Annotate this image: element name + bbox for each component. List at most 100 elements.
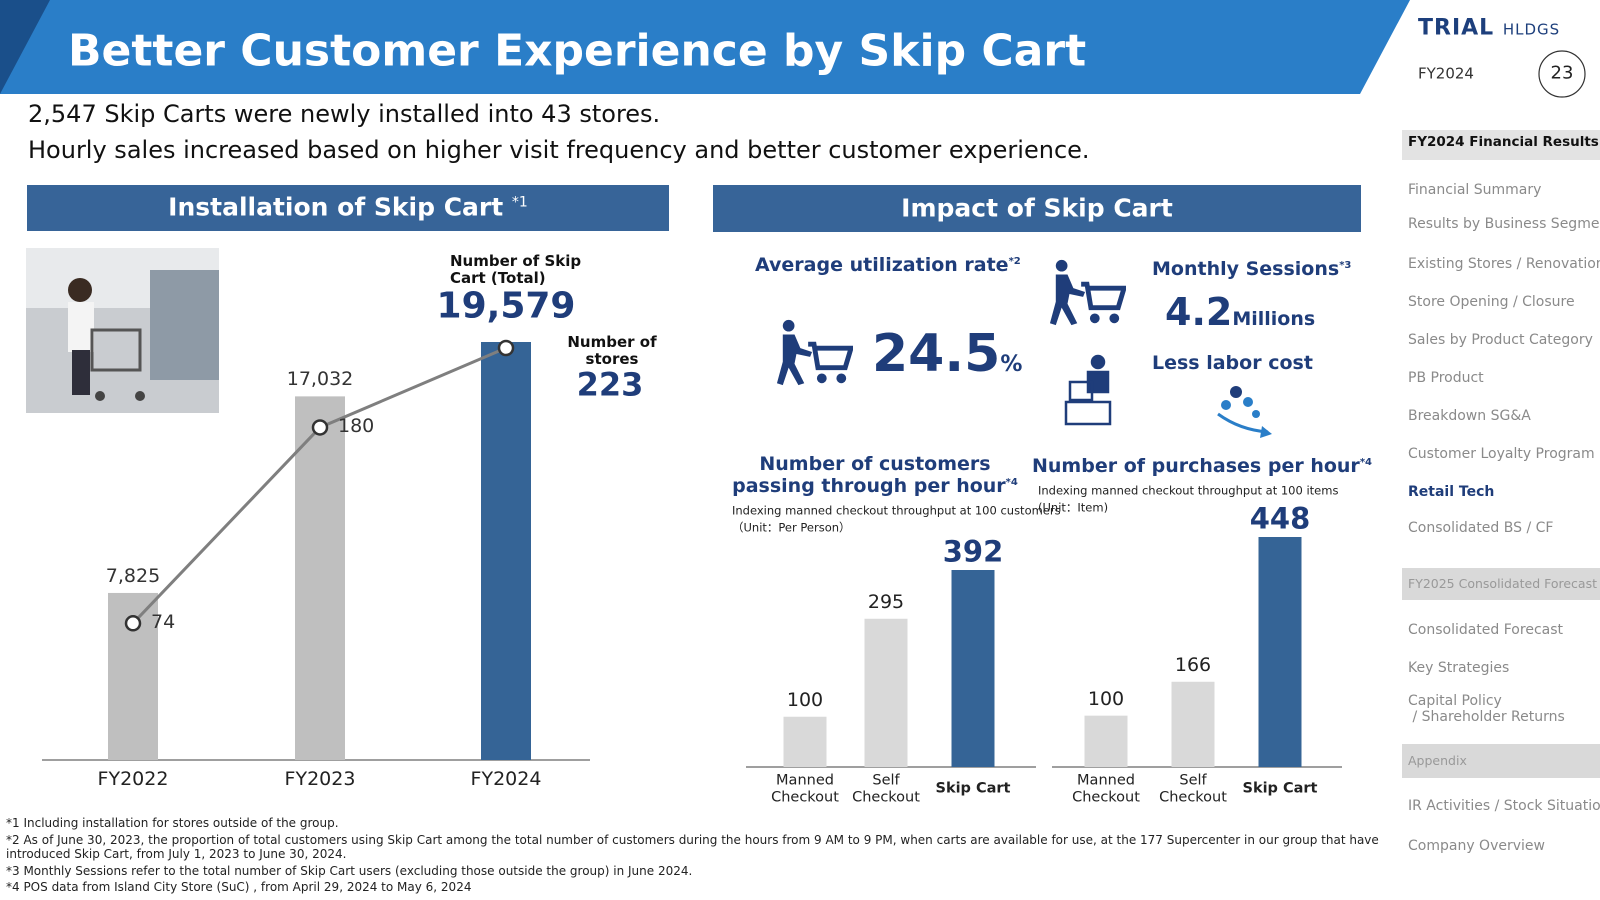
value-label: 19,579 (436, 285, 576, 327)
x-tick-label: Self Checkout (1159, 772, 1227, 805)
kpi-label-text: Average utilization rate (755, 254, 1009, 277)
bar (1258, 537, 1302, 767)
sidebar-item: Existing Stores / Renovation (1408, 255, 1600, 272)
sidebar-box (1402, 130, 1600, 160)
x-tick-label: Skip Cart (935, 780, 1011, 797)
sidebar-section: FY2024 Financial Results (1408, 134, 1599, 151)
point (124, 615, 142, 632)
sidebar-item: Financial Summary (1408, 181, 1542, 198)
value-label: 295 (867, 590, 905, 613)
page-number: 23 (1550, 62, 1574, 84)
bar (783, 716, 827, 767)
sidebar-item: Customer Loyalty Program (1408, 445, 1595, 462)
kpi-unit: Millions (1232, 308, 1316, 331)
kpi-number: 24.5 (872, 324, 1001, 385)
panel-title: Installation of Skip Cart *1 (168, 192, 528, 223)
kpi-label: Monthly Sessions*3 (1152, 258, 1352, 281)
chart-title: Number of purchases per hour*4 (1032, 455, 1372, 478)
chart-unit: (Unit：Item) (1038, 500, 1109, 515)
x-tick-label: FY2024 (470, 768, 542, 791)
x-tick-label: Skip Cart (1242, 780, 1318, 797)
logo: TRIAL HLDGS (1418, 15, 1560, 40)
sidebar-item: Company Overview (1408, 837, 1545, 854)
sidebar-item: Capital Policy / Shareholder Returns (1408, 692, 1565, 725)
x-tick-label: FY2023 (284, 768, 356, 791)
bar (1084, 715, 1128, 767)
sidebar-item: Results by Business Segment (1408, 215, 1600, 232)
slide-title: Better Customer Experience by Skip Cart (68, 25, 1087, 77)
sidebar-item: PB Product (1408, 369, 1484, 386)
panel-title: Impact of Skip Cart (901, 193, 1173, 223)
bar (295, 396, 345, 760)
header-band (0, 0, 1410, 94)
note-mark: *4 (1359, 456, 1372, 468)
note-mark: *3 (1339, 259, 1352, 271)
x-tick-label: Manned Checkout (1072, 772, 1140, 805)
sidebar-section: FY2025 Consolidated Forecast (1408, 575, 1598, 591)
sidebar-section: Appendix (1408, 752, 1467, 768)
summary-line: 2,547 Skip Carts were newly installed in… (28, 100, 661, 129)
page-circle (1538, 50, 1586, 98)
note-mark: *2 (1008, 255, 1021, 267)
value-label: 74 (151, 611, 176, 634)
kpi-label: Less labor cost (1152, 352, 1313, 375)
chart-subtitle: Indexing manned checkout throughput at 1… (1038, 483, 1339, 498)
footnote: *1 Including installation for stores out… (6, 816, 339, 831)
chart-subtitle: Indexing manned checkout throughput at 1… (732, 503, 1061, 518)
footnote: *4 POS data from Island City Store (SuC)… (6, 880, 472, 895)
note-mark: *4 (1005, 476, 1018, 488)
x-tick-label: Self Checkout (852, 772, 920, 805)
footnote: *3 Monthly Sessions refer to the total n… (6, 864, 693, 879)
value-label: 392 (942, 534, 1004, 569)
legend-label: Number of stores (567, 332, 657, 368)
kpi-label-text: Monthly Sessions (1152, 258, 1340, 281)
bar (864, 618, 908, 767)
sidebar-box (1402, 568, 1600, 600)
photo (26, 248, 219, 413)
panel-header (713, 185, 1361, 232)
header-accent (0, 0, 50, 94)
x-tick-label: FY2022 (97, 768, 169, 791)
x-tick-label: Manned Checkout (771, 772, 839, 805)
value-label: 7,825 (105, 565, 161, 588)
bar (951, 570, 995, 767)
value-label: 166 (1174, 653, 1212, 676)
sidebar-item: Breakdown SG&A (1408, 407, 1531, 424)
sidebar-item: IR Activities / Stock Situation (1408, 797, 1600, 814)
value-label: 17,032 (286, 368, 354, 391)
value-label: 100 (786, 688, 824, 711)
icon-people (1217, 386, 1272, 438)
sidebar-item: Key Strategies (1408, 659, 1510, 676)
note-mark: *1 (511, 194, 528, 211)
panel-header (27, 185, 669, 231)
legend-label: Number of Skip Cart (Total) (450, 251, 582, 287)
sidebar-item: Sales by Product Category (1408, 331, 1593, 348)
chart-title-text: Number of purchases per hour (1032, 455, 1360, 478)
chart-title: Number of customers passing through per … (720, 453, 1030, 498)
bar (1171, 681, 1215, 767)
bar (481, 342, 531, 760)
kpi-label: Average utilization rate*2 (755, 254, 1021, 277)
value-label: 180 (338, 415, 375, 438)
logo-main: TRIAL (1418, 15, 1495, 41)
footnote: *2 As of June 30, 2023, the proportion o… (6, 833, 1379, 861)
kpi-unit: % (1000, 352, 1023, 378)
value-label: 100 (1087, 687, 1125, 710)
sidebar-item: Store Opening / Closure (1408, 293, 1575, 310)
point (311, 419, 329, 436)
kpi-number: 4.2 (1165, 290, 1233, 335)
fiscal-year: FY2024 (1418, 64, 1474, 83)
sidebar-box (1402, 744, 1600, 778)
chart-unit: （Unit：Per Person） (732, 520, 851, 535)
sidebar-item: Consolidated BS / CF (1408, 519, 1554, 536)
logo-sub: HLDGS (1502, 20, 1561, 39)
sidebar-item: Retail Tech (1408, 483, 1495, 500)
chart-title-text: Number of customers passing through per … (732, 453, 1006, 497)
summary-line: Hourly sales increased based on higher v… (28, 136, 1090, 165)
value-label: 448 (1249, 501, 1311, 536)
kpi-value: 24.5% (872, 324, 1023, 385)
panel-title-text: Installation of Skip Cart (168, 192, 504, 222)
